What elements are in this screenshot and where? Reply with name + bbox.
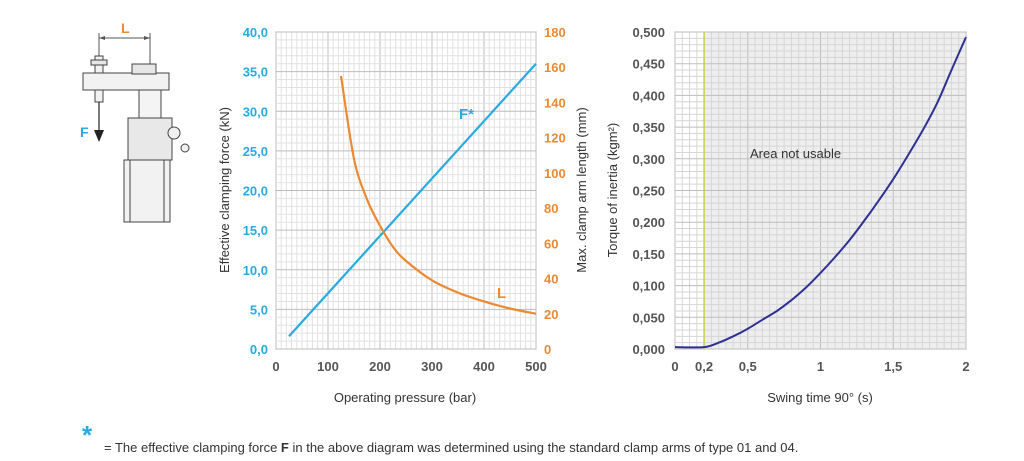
inertia-tick-label: 0,000	[632, 342, 665, 357]
inertia-tick-label: 0,200	[632, 215, 665, 230]
force-tick-label: 5,0	[250, 302, 268, 317]
arm-length-series-label: L	[497, 285, 506, 302]
arm-length-tick-label: 180	[544, 25, 566, 40]
force-tick-label: 10,0	[243, 263, 268, 278]
footnote-text: = The effective clamping force F in the …	[104, 440, 798, 455]
pressure-tick-label: 100	[317, 359, 339, 374]
pressure-x-axis-title: Operating pressure (bar)	[334, 390, 476, 405]
arm-length-series-line	[339, 75, 537, 315]
force-tick-label: 25,0	[243, 144, 268, 159]
inertia-tick-label: 0,100	[632, 279, 665, 294]
force-series-label: F*	[459, 106, 474, 123]
pressure-axis-ticks: 0 100 200 300 400 500	[272, 359, 546, 374]
swing-time-axis-ticks: 0 0,2 0,5 1 1,5 2	[671, 359, 969, 374]
inertia-tick-label: 0,300	[632, 152, 665, 167]
force-series-line	[288, 62, 537, 338]
inertia-curve	[674, 36, 967, 349]
swing-time-tick-label: 0	[671, 359, 678, 374]
swing-time-tick-label: 1	[817, 359, 824, 374]
asterisk-icon: *	[82, 420, 93, 450]
swing-time-tick-label: 1,5	[884, 359, 902, 374]
pressure-chart: 0,0 5,0 10,0 15,0 20,0 25,0 30,0 35,0 40,0 0 20 40…	[217, 25, 589, 405]
arm-length-axis-ticks: 0 20 40 60 80 100 120 140 160 180	[544, 25, 566, 357]
inertia-tick-label: 0,050	[632, 310, 665, 325]
arm-length-tick-label: 160	[544, 60, 566, 75]
inertia-tick-label: 0,350	[632, 120, 665, 135]
inertia-chart: 0,000 0,050 0,100 0,150 0,200 0,250 0,300 0,350…	[605, 25, 970, 405]
force-tick-label: 30,0	[243, 104, 268, 119]
footnote-text-after: in the above diagram was determined usin…	[288, 440, 799, 455]
force-axis-ticks: 0,0 5,0 10,0 15,0 20,0 25,0 30,0 35,0 40,0	[243, 25, 268, 357]
footnote: * = The effective clamping force F in th…	[82, 420, 1012, 458]
force-y-axis-title: Effective clamping force (kN)	[217, 107, 232, 273]
pressure-tick-label: 400	[473, 359, 495, 374]
force-tick-label: 40,0	[243, 25, 268, 40]
footnote-text-before: = The effective clamping force	[104, 440, 281, 455]
inertia-tick-label: 0,450	[632, 57, 665, 72]
arm-length-tick-label: 20	[544, 307, 558, 322]
clamp-diagram	[82, 33, 190, 223]
force-tick-label: 20,0	[243, 184, 268, 199]
pressure-tick-label: 200	[369, 359, 391, 374]
swing-time-tick-label: 0,5	[739, 359, 757, 374]
arm-length-y-axis-title: Max. clamp arm length (mm)	[574, 107, 589, 272]
inertia-tick-label: 0,500	[632, 25, 665, 40]
arm-length-tick-label: 140	[544, 95, 566, 110]
diagram-label-F: F	[80, 124, 89, 140]
arm-length-tick-label: 0	[544, 342, 551, 357]
diagram-label-L: L	[121, 20, 130, 36]
inertia-tick-label: 0,150	[632, 247, 665, 262]
inertia-chart-grid	[674, 31, 967, 350]
arm-length-tick-label: 100	[544, 166, 566, 181]
force-tick-label: 15,0	[243, 223, 268, 238]
arm-length-tick-label: 40	[544, 272, 558, 287]
swing-time-tick-label: 0,2	[695, 359, 713, 374]
force-tick-label: 35,0	[243, 65, 268, 80]
arm-length-tick-label: 120	[544, 131, 566, 146]
pressure-tick-label: 300	[421, 359, 443, 374]
pressure-tick-label: 0	[272, 359, 279, 374]
inertia-tick-label: 0,400	[632, 88, 665, 103]
inertia-tick-label: 0,250	[632, 184, 665, 199]
arm-length-tick-label: 80	[544, 201, 558, 216]
inertia-axis-ticks: 0,000 0,050 0,100 0,150 0,200 0,250 0,300 0,350…	[632, 25, 665, 357]
area-not-usable-label: Area not usable	[750, 146, 841, 161]
swing-time-x-axis-title: Swing time 90° (s)	[767, 390, 873, 405]
arm-length-tick-label: 60	[544, 236, 558, 251]
swing-time-tick-label: 2	[962, 359, 969, 374]
inertia-y-axis-title: Torque of inertia (kgm²)	[605, 123, 620, 257]
force-tick-label: 0,0	[250, 342, 268, 357]
footnote-text-bold: F	[280, 440, 289, 455]
pressure-tick-label: 500	[525, 359, 547, 374]
